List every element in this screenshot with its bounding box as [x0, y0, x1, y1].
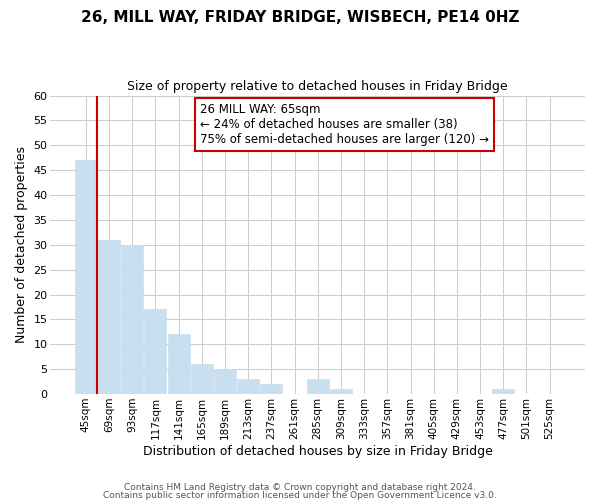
Bar: [191, 364, 213, 394]
Bar: [167, 334, 190, 394]
Title: Size of property relative to detached houses in Friday Bridge: Size of property relative to detached ho…: [127, 80, 508, 93]
Bar: [492, 389, 514, 394]
Bar: [121, 245, 143, 394]
Text: 26, MILL WAY, FRIDAY BRIDGE, WISBECH, PE14 0HZ: 26, MILL WAY, FRIDAY BRIDGE, WISBECH, PE…: [81, 10, 519, 25]
Text: Contains public sector information licensed under the Open Government Licence v3: Contains public sector information licen…: [103, 490, 497, 500]
Bar: [330, 389, 352, 394]
Bar: [260, 384, 283, 394]
Bar: [98, 240, 120, 394]
Bar: [237, 379, 259, 394]
Text: 26 MILL WAY: 65sqm
← 24% of detached houses are smaller (38)
75% of semi-detache: 26 MILL WAY: 65sqm ← 24% of detached hou…: [200, 103, 489, 146]
Y-axis label: Number of detached properties: Number of detached properties: [15, 146, 28, 344]
Bar: [214, 369, 236, 394]
Bar: [145, 310, 166, 394]
X-axis label: Distribution of detached houses by size in Friday Bridge: Distribution of detached houses by size …: [143, 444, 493, 458]
Bar: [75, 160, 97, 394]
Text: Contains HM Land Registry data © Crown copyright and database right 2024.: Contains HM Land Registry data © Crown c…: [124, 484, 476, 492]
Bar: [307, 379, 329, 394]
